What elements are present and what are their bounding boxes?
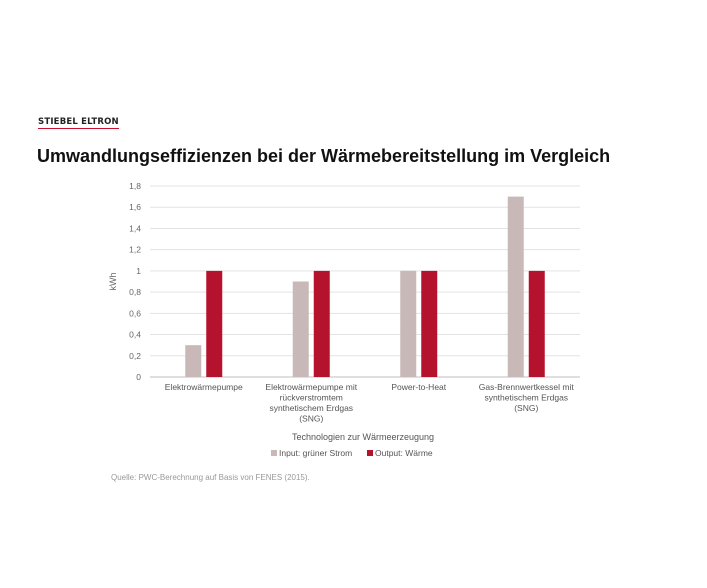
bar-output xyxy=(206,270,223,377)
y-tick-label: 1,2 xyxy=(129,245,141,255)
y-tick-label: 1 xyxy=(136,266,141,276)
legend-swatch xyxy=(367,450,373,456)
y-tick-label: 0 xyxy=(136,372,141,382)
bar-input xyxy=(507,196,524,377)
bar-output xyxy=(313,270,330,377)
bar-output xyxy=(528,270,545,377)
y-tick-label: 1,4 xyxy=(129,223,141,233)
stiebel-eltron-logo: STIEBEL ELTRON xyxy=(38,117,119,129)
legend-swatch xyxy=(271,450,277,456)
y-tick-label: 0,2 xyxy=(129,351,141,361)
x-category-label: Elektrowärmepumpe xyxy=(165,382,243,392)
y-axis-label: kWh xyxy=(108,273,118,291)
source-note: Quelle: PWC-Berechnung auf Basis von FEN… xyxy=(111,473,310,482)
y-tick-label: 0,8 xyxy=(129,287,141,297)
y-tick-label: 1,6 xyxy=(129,202,141,212)
bar-input xyxy=(185,345,202,377)
bar-input xyxy=(292,281,309,377)
legend-label: Output: Wärme xyxy=(375,448,433,458)
x-category-label: Elektrowärmepumpe mit rückverstromtem synt… xyxy=(265,382,357,424)
x-axis-label: Technologien zur Wärmeerzeugung xyxy=(292,432,434,442)
x-category-label: Gas-Brennwertkessel mit synthetischem Erd… xyxy=(479,382,575,413)
x-category-label: Power-to-Heat xyxy=(391,382,446,392)
y-tick-label: 0,6 xyxy=(129,308,141,318)
legend-label: Input: grüner Strom xyxy=(279,448,352,458)
y-tick-label: 1,8 xyxy=(129,181,141,191)
page-title: Umwandlungseffizienzen bei der Wärmebere… xyxy=(37,146,611,166)
bar-input xyxy=(400,270,417,377)
y-tick-label: 0,4 xyxy=(129,330,141,340)
bar-output xyxy=(421,270,438,377)
